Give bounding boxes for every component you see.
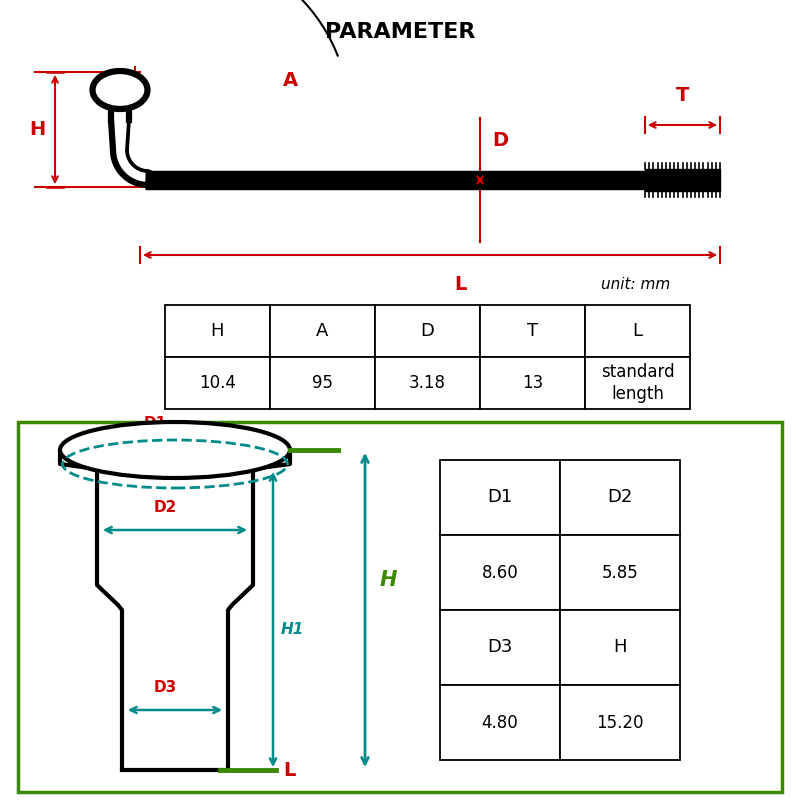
Text: 10.4: 10.4 (199, 374, 236, 392)
Text: H: H (614, 638, 626, 657)
Text: H: H (380, 570, 398, 590)
Ellipse shape (93, 71, 147, 109)
Text: H1: H1 (281, 622, 304, 637)
Text: D2: D2 (607, 489, 633, 506)
Text: T: T (527, 322, 538, 340)
Text: H: H (210, 322, 224, 340)
Text: L: L (283, 761, 295, 779)
Text: D: D (492, 130, 508, 150)
Text: 15.20: 15.20 (596, 714, 644, 731)
Text: 13: 13 (522, 374, 543, 392)
Bar (375, 305, 480, 357)
Bar (375, 357, 480, 409)
Bar (18, 422, 782, 792)
Text: L: L (454, 275, 466, 294)
Text: standard
length: standard length (601, 363, 674, 403)
Bar (560, 460, 680, 535)
Bar (440, 685, 560, 760)
Bar (270, 305, 375, 357)
Text: H: H (29, 120, 45, 139)
Bar (440, 610, 560, 685)
Text: L: L (633, 322, 642, 340)
Bar (560, 685, 680, 760)
Text: T: T (676, 86, 689, 105)
Bar (480, 305, 585, 357)
Text: D2: D2 (154, 500, 177, 515)
Text: PARAMETER: PARAMETER (325, 22, 475, 42)
Bar (165, 305, 270, 357)
Text: D3: D3 (154, 680, 177, 695)
Text: D3: D3 (487, 638, 513, 657)
Text: 95: 95 (312, 374, 333, 392)
Text: D: D (421, 322, 434, 340)
Text: D1: D1 (143, 416, 166, 431)
Bar (440, 460, 560, 535)
Bar (560, 535, 680, 610)
Bar (645, 169, 720, 191)
Bar (480, 357, 585, 409)
Ellipse shape (60, 422, 290, 478)
Text: A: A (282, 70, 298, 90)
Text: 4.80: 4.80 (482, 714, 518, 731)
Bar (560, 610, 680, 685)
Bar (270, 357, 375, 409)
Text: D1: D1 (487, 489, 513, 506)
Text: unit: mm: unit: mm (601, 277, 670, 292)
Text: 5.85: 5.85 (602, 563, 638, 582)
Text: 3.18: 3.18 (409, 374, 446, 392)
Bar (165, 357, 270, 409)
Bar (440, 535, 560, 610)
Bar (585, 305, 690, 357)
Bar (585, 357, 690, 409)
Text: A: A (316, 322, 329, 340)
Text: 8.60: 8.60 (482, 563, 518, 582)
